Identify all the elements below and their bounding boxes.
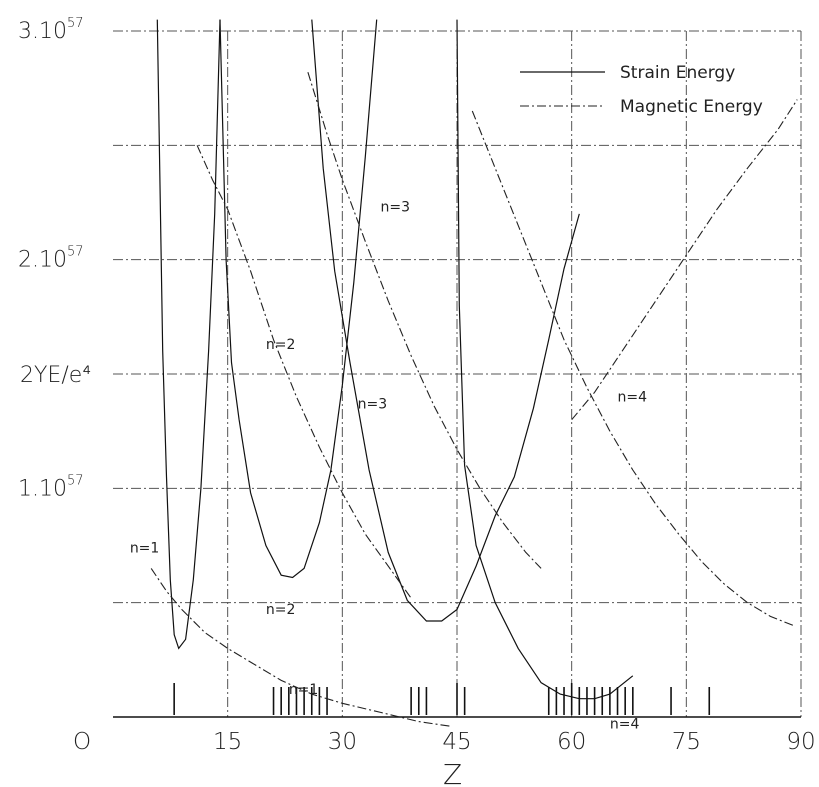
x-tick-label: 30 [328, 729, 357, 755]
tick-labels: O 15 30 45 60 75 90 1.1057 2.1057 3.1057 [18, 16, 816, 755]
curve-annotation: n=1 [130, 540, 160, 556]
magnetic-curve-n=4 [471, 110, 794, 627]
strain-curve-n=4 [456, 19, 634, 700]
x-tick-label: O [73, 729, 91, 755]
strain-curve-n=2 [219, 19, 378, 579]
curve-annotation: n=4 [618, 389, 648, 405]
curve-annotation: n=2 [266, 602, 296, 618]
x-axis-title: Z [443, 758, 462, 787]
curve-annotation: n=3 [358, 396, 388, 412]
grid [113, 30, 802, 717]
legend-label-magnetic: Magnetic Energy [620, 97, 763, 117]
series-group [150, 19, 798, 727]
x-tick-label: 90 [786, 729, 815, 755]
z-markers [173, 683, 711, 715]
strain-curve-n=3 [311, 19, 580, 622]
curve-annotation: n=3 [381, 200, 411, 216]
y-tick-label: 2.1057 [18, 245, 84, 273]
x-tick-label: 15 [213, 729, 242, 755]
x-tick-label: 60 [557, 729, 586, 755]
x-tick-label: 45 [442, 729, 471, 755]
curve-annotation: n=1 [289, 682, 319, 698]
y-tick-label: 1.1057 [18, 473, 84, 501]
curve-annotation: n=2 [266, 337, 296, 353]
legend-label-strain: Strain Energy [620, 63, 735, 83]
y-axis-title: 2YE/e⁴ [20, 363, 91, 388]
curve-annotation: n=4 [610, 716, 640, 732]
magnetic-curve-rising [571, 99, 798, 421]
x-tick-label: 75 [672, 729, 701, 755]
magnetic-curve-n=3 [307, 72, 542, 569]
magnetic-curve-n=1 [150, 568, 450, 727]
y-tick-label: 3.1057 [18, 16, 84, 44]
strain-curve-n=1 [156, 19, 221, 650]
legend: Strain Energy Magnetic Energy [520, 63, 763, 117]
magnetic-curve-n=2 [196, 145, 412, 599]
annotations: n=1 n=1 n=2 n=2 n=3 n=3 n=4 n=4 [130, 200, 647, 733]
